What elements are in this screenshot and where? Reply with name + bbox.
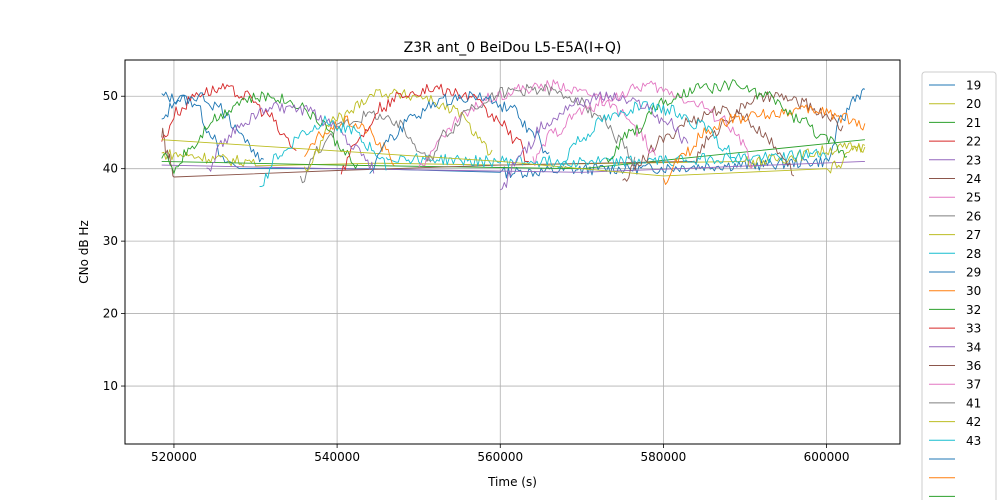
series-line	[161, 139, 866, 177]
legend-label: 33	[966, 322, 981, 336]
legend-label: 30	[966, 284, 981, 298]
series-line	[557, 101, 742, 169]
legend-label: 42	[966, 415, 981, 429]
legend-label: 43	[966, 434, 981, 448]
legend-label: 27	[966, 228, 981, 242]
x-tick-label: 520000	[151, 450, 197, 464]
y-tick-label: 50	[103, 89, 118, 103]
plot-frame	[124, 59, 901, 445]
legend-label: 21	[966, 116, 981, 130]
series-line	[418, 79, 656, 168]
legend: 19 20 21 22 23 24 25 26 27 28 29 30 32 33 34 36 37 41 42 43	[921, 71, 997, 500]
series-line	[299, 110, 432, 184]
series-line	[161, 83, 297, 151]
y-axis-ticks: 10 20 30 40 50	[103, 89, 125, 393]
y-tick-label: 40	[103, 162, 118, 176]
legend-label: 26	[966, 209, 981, 223]
y-tick-label: 30	[103, 234, 118, 248]
series-line	[369, 90, 550, 174]
series-line	[340, 83, 529, 175]
series-line	[304, 115, 395, 167]
legend-label: 25	[966, 191, 981, 205]
series-line	[161, 142, 866, 168]
series-lines	[161, 79, 866, 191]
series-line	[605, 79, 848, 163]
legend-label: 37	[966, 378, 981, 392]
legend-label: 28	[966, 247, 981, 261]
series-line	[161, 160, 865, 173]
legend-label: 22	[966, 135, 981, 149]
series-line	[161, 92, 264, 163]
series-line	[622, 105, 795, 182]
x-tick-label: 560000	[477, 450, 523, 464]
legend-label: 41	[966, 396, 981, 410]
legend-label: 32	[966, 303, 981, 317]
x-tick-label: 580000	[641, 450, 687, 464]
series-line	[662, 104, 866, 185]
y-axis-label: CNo dB Hz	[77, 220, 91, 284]
legend-label: 34	[966, 340, 981, 354]
legend-frame	[921, 71, 997, 500]
series-line	[532, 80, 754, 169]
series-line	[206, 101, 375, 174]
legend-label: 20	[966, 97, 981, 111]
x-tick-label: 540000	[314, 450, 360, 464]
y-tick-label: 20	[103, 307, 118, 321]
legend-label: 29	[966, 266, 981, 280]
chart-title: Z3R ant_0 BeiDou L5-E5A(I+Q)	[404, 40, 622, 56]
series-line	[426, 83, 636, 167]
x-axis-label: Time (s)	[487, 475, 537, 489]
x-axis-ticks: 520000 540000 560000 580000 600000	[151, 444, 849, 464]
plot-area	[125, 60, 900, 444]
legend-label: 24	[966, 172, 981, 186]
legend-label: 36	[966, 359, 981, 373]
y-tick-label: 10	[103, 379, 118, 393]
series-line	[259, 115, 387, 187]
series-line	[161, 91, 358, 174]
series-line	[500, 91, 689, 191]
legend-label: 23	[966, 153, 981, 167]
legend-label: 19	[966, 79, 981, 93]
x-tick-label: 600000	[804, 450, 850, 464]
